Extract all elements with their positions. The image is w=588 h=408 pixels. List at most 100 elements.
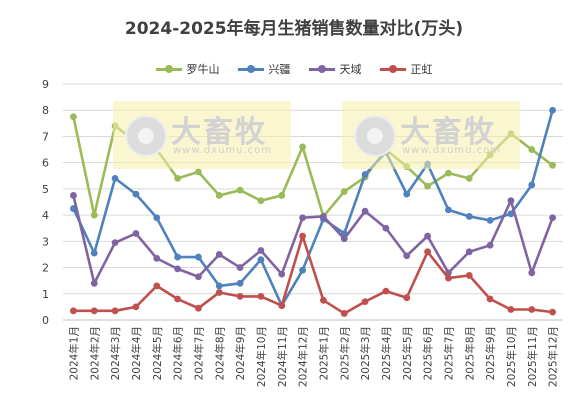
data-point: [70, 192, 77, 199]
data-point: [257, 247, 265, 254]
y-tick-label: 0: [42, 314, 49, 327]
x-tick-label: 2025年4月: [380, 326, 393, 380]
data-point: [549, 308, 556, 316]
data-point: [320, 213, 327, 220]
data-point: [195, 304, 202, 312]
legend-swatch: [308, 64, 335, 74]
data-point: [465, 213, 473, 220]
data-point: [132, 303, 140, 311]
watermark-url: www.dxumu.com: [402, 145, 502, 156]
y-tick-label: 7: [42, 130, 49, 143]
watermark-name: 大畜牧: [400, 115, 496, 150]
data-point: [111, 307, 119, 315]
series-line-2: [72, 109, 554, 307]
legend-item: 天域: [308, 61, 362, 77]
x-tick-label: 2025年12月: [547, 326, 560, 387]
data-point: [382, 287, 390, 295]
data-point: [132, 190, 140, 198]
data-point: [340, 310, 348, 317]
data-point: [278, 192, 286, 199]
watermark-logo-icon: [125, 115, 167, 157]
legend-label: 罗牛山: [186, 63, 220, 76]
data-point: [299, 266, 306, 274]
data-point: [424, 248, 431, 256]
data-point: [361, 298, 369, 306]
x-tick-label: 2025年10月: [505, 326, 518, 387]
data-point: [278, 302, 286, 309]
data-point: [70, 113, 77, 121]
data-point: [257, 197, 265, 205]
y-tick-label: 5: [42, 183, 49, 196]
data-point: [549, 106, 556, 114]
data-point: [195, 273, 202, 281]
data-point: [174, 253, 181, 261]
legend-label: 兴疆: [268, 63, 291, 76]
data-point: [486, 241, 494, 249]
data-point: [465, 175, 473, 182]
data-point: [465, 248, 473, 256]
data-point: [278, 270, 286, 278]
data-point: [153, 254, 161, 262]
x-tick-label: 2024年7月: [192, 326, 205, 380]
legend-swatch: [155, 64, 182, 74]
data-point: [257, 256, 265, 264]
data-point: [153, 214, 161, 222]
watermark-right: 大畜牧 www.dxumu.com: [342, 101, 520, 169]
watermark-name: 大畜牧: [171, 115, 267, 150]
data-point: [549, 214, 556, 222]
x-tick-label: 2024年1月: [67, 326, 80, 380]
data-point: [403, 294, 411, 302]
data-point: [299, 143, 306, 151]
data-point: [90, 211, 98, 219]
x-tick-label: 2025年1月: [317, 326, 330, 380]
data-point: [528, 306, 536, 313]
legend-label: 正虹: [410, 63, 433, 76]
data-point: [382, 224, 390, 232]
data-point: [403, 252, 411, 260]
data-point: [424, 182, 431, 190]
y-tick-label: 4: [42, 209, 49, 222]
data-point: [340, 188, 348, 195]
x-tick-label: 2025年11月: [526, 326, 539, 387]
data-point: [90, 279, 98, 287]
data-point: [236, 293, 244, 300]
x-tick-label: 2024年8月: [213, 326, 226, 380]
x-tick-label: 2024年5月: [151, 326, 164, 380]
data-point: [507, 306, 515, 313]
x-tick-label: 2025年9月: [484, 326, 497, 380]
data-point: [153, 282, 161, 290]
data-point: [299, 232, 306, 240]
x-tick-label: 2024年4月: [130, 326, 143, 380]
data-point: [299, 214, 306, 222]
data-point: [528, 181, 536, 189]
data-point: [361, 171, 369, 178]
data-point: [445, 274, 452, 282]
x-tick-label: 2025年8月: [463, 326, 476, 380]
data-point: [528, 269, 536, 277]
watermark-left: 大畜牧 www.dxumu.com: [113, 101, 291, 169]
data-point: [215, 282, 223, 290]
data-point: [257, 293, 265, 300]
data-point: [486, 295, 494, 303]
data-point: [507, 210, 515, 218]
x-tick-label: 2024年6月: [172, 326, 185, 380]
data-point: [424, 232, 431, 240]
x-tick-label: 2024年9月: [234, 326, 247, 380]
legend-item: 罗牛山: [155, 61, 220, 77]
series-line-3: [72, 195, 554, 285]
data-point: [215, 192, 223, 199]
x-tick-label: 2025年7月: [442, 326, 455, 380]
y-tick-label: 9: [42, 78, 49, 91]
legend-swatch: [379, 64, 406, 74]
data-point: [507, 197, 515, 205]
y-tick-label: 3: [42, 235, 49, 248]
x-tick-label: 2024年2月: [88, 326, 101, 380]
data-point: [340, 235, 348, 243]
data-point: [132, 230, 140, 237]
x-tick-label: 2025年6月: [422, 326, 435, 380]
data-point: [236, 264, 244, 271]
x-tick-label: 2024年12月: [297, 326, 310, 387]
watermark-url: www.dxumu.com: [173, 145, 273, 156]
x-tick-label: 2025年5月: [401, 326, 414, 380]
